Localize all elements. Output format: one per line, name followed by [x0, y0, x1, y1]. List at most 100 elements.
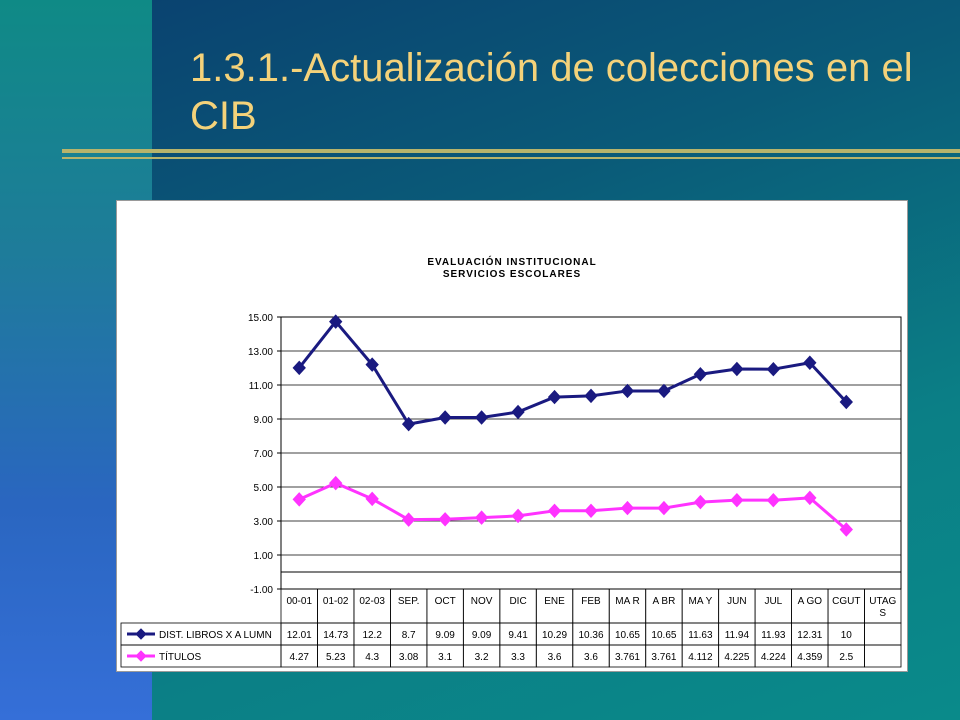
chart-container: EVALUACIÓN INSTITUCIONAL SERVICIOS ESCOL… [116, 200, 908, 672]
legend-label: TÍTULOS [159, 650, 202, 663]
data-point [292, 360, 306, 376]
data-label: 9.09 [435, 630, 455, 641]
data-label: 12.2 [362, 630, 382, 641]
data-point [839, 522, 853, 537]
data-point [292, 492, 306, 507]
y-tick-label: -1.00 [250, 585, 273, 596]
data-point [438, 410, 452, 425]
x-tick-label: NOV [471, 596, 493, 607]
data-label: 11.94 [725, 630, 750, 641]
y-tick-label: 1.00 [254, 551, 274, 562]
data-label: 11.63 [688, 630, 713, 641]
x-tick-label: ENE [544, 596, 565, 607]
data-label: 10.36 [578, 630, 603, 641]
data-label: 10 [841, 630, 853, 641]
chart-title: EVALUACIÓN INSTITUCIONAL [427, 257, 597, 268]
data-point [511, 404, 525, 420]
series-line [298, 481, 848, 531]
data-label: 3.6 [584, 652, 598, 663]
data-point [693, 367, 708, 382]
x-tick-label: OCT [435, 596, 456, 607]
x-tick-label: DIC [509, 596, 526, 607]
title-divider-thin [62, 157, 960, 159]
data-label: 4.359 [797, 652, 822, 663]
data-label: 10.65 [615, 630, 640, 641]
data-point [511, 508, 525, 524]
data-point [329, 314, 343, 329]
x-tick-label: 00-01 [286, 596, 312, 607]
data-label: 3.3 [511, 652, 525, 663]
x-tick-label: A BR [653, 596, 676, 607]
data-label: 3.6 [548, 652, 562, 663]
data-label: 9.41 [508, 630, 528, 641]
x-tick-label: MA Y [689, 596, 713, 607]
data-point [766, 361, 781, 377]
data-label: 4.224 [761, 652, 786, 663]
data-point [839, 394, 853, 410]
data-point [438, 512, 452, 527]
x-tick-label: JUN [727, 596, 746, 607]
data-point [547, 389, 562, 405]
data-point [329, 475, 343, 491]
series-line [298, 320, 848, 426]
line-chart: 15.00 13.00 11.00 9.00 7.00 5.00 3.00 1.00 -1.00… [120, 313, 902, 668]
data-point [401, 512, 416, 527]
y-tick-label: 9.00 [254, 415, 274, 426]
data-label: 4.112 [688, 652, 713, 663]
y-tick-label: 13.00 [248, 347, 273, 358]
data-point [620, 383, 635, 399]
data-label: 10.65 [651, 630, 676, 641]
data-label: 4.27 [290, 652, 310, 663]
legend-marker [135, 650, 147, 662]
data-label: 11.93 [761, 630, 786, 641]
x-tick-label: SEP. [398, 596, 420, 607]
data-label: 10.29 [542, 630, 567, 641]
x-tick-label: 01-02 [323, 596, 349, 607]
y-tick-label: 7.00 [254, 449, 274, 460]
data-label: 3.1 [438, 652, 452, 663]
y-tick-label: 15.00 [248, 313, 273, 324]
x-tick-label: 02-03 [359, 596, 385, 607]
x-tick-label: UTAG [869, 596, 896, 607]
chart-subtitle: SERVICIOS ESCOLARES [442, 269, 582, 280]
data-point [401, 416, 416, 432]
x-tick-label: S [879, 608, 886, 619]
data-label: 14.73 [323, 630, 348, 641]
data-point [730, 361, 744, 377]
x-tick-label: FEB [581, 596, 601, 607]
data-point [620, 500, 635, 516]
data-label: 4.3 [365, 652, 379, 663]
y-tick-label: 5.00 [254, 483, 274, 494]
data-label: 3.761 [615, 652, 640, 663]
x-tick-label: A GO [798, 596, 823, 607]
y-tick-label: 3.00 [254, 517, 274, 528]
data-label: 9.09 [472, 630, 492, 641]
data-point [657, 383, 671, 399]
data-label: 3.2 [475, 652, 489, 663]
x-tick-label: CGUT [832, 596, 860, 607]
table-value-cell [864, 622, 902, 646]
data-label: 4.225 [724, 652, 749, 663]
data-point [766, 492, 781, 508]
slide-title: 1.3.1.-Actualización de colecciones en e… [190, 46, 913, 138]
y-tick-label: 11.00 [249, 381, 274, 392]
data-point [584, 388, 598, 404]
table-value-cell [864, 644, 902, 668]
data-point [474, 510, 489, 525]
legend-label: DIST. LIBROS X A LUMN [159, 630, 272, 641]
data-point [657, 500, 671, 516]
data-point [474, 410, 489, 425]
data-label: 3.08 [399, 652, 419, 663]
data-point [803, 490, 817, 506]
data-point [730, 492, 744, 508]
x-tick-label: JUL [764, 596, 782, 607]
data-label: 12.31 [797, 630, 822, 641]
title-divider [62, 149, 960, 153]
data-point [584, 503, 598, 519]
data-point [803, 355, 817, 370]
data-label: 3.761 [651, 652, 676, 663]
data-label: 8.7 [402, 630, 416, 641]
data-label: 5.23 [326, 652, 346, 663]
data-label: 2.5 [839, 652, 853, 663]
chart-title-block: EVALUACIÓN INSTITUCIONAL SERVICIOS ESCOL… [117, 257, 907, 281]
